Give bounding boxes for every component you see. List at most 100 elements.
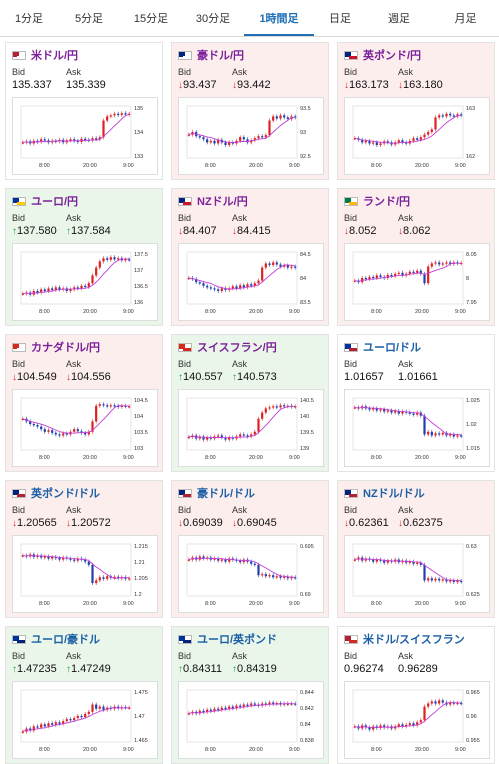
candle xyxy=(239,705,242,707)
mini-chart[interactable]: 104.5 104 103.5 103 8:00 20:00 9:00 xyxy=(12,389,158,467)
pair-name[interactable]: カナダドル/円 xyxy=(12,340,100,354)
candle xyxy=(394,726,397,729)
bid-value: 135.337 xyxy=(12,79,52,91)
rate-card[interactable]: NZドル/ドル Bid Ask ↓0.62361 ↓0.62375 0.63 0.625 8:… xyxy=(337,480,495,618)
pair-name[interactable]: スイスフラン/円 xyxy=(178,340,277,354)
candle xyxy=(62,433,65,436)
arrow-up-icon: ↑ xyxy=(66,226,71,237)
pair-name[interactable]: 豪ドル/円 xyxy=(178,48,244,62)
candle xyxy=(51,288,54,290)
candle xyxy=(372,726,375,730)
rate-card[interactable]: 英ポンド/ドル Bid Ask ↓1.20565 ↓1.20572 1.215 1.21 1.… xyxy=(5,480,163,618)
candle xyxy=(250,140,253,143)
candle xyxy=(261,574,264,576)
bid-label: Bid xyxy=(344,651,358,661)
candle xyxy=(87,561,90,565)
arrow-up-icon: ↑ xyxy=(178,372,183,383)
candle xyxy=(128,578,131,580)
pair-name[interactable]: 米ドル/スイスフラン xyxy=(344,632,465,646)
pair-name[interactable]: ユーロ/ドル xyxy=(344,340,421,354)
ask-value: ↑140.573 xyxy=(232,371,277,383)
candle xyxy=(209,709,212,711)
mini-chart[interactable]: 8.05 8 7.95 8:00 20:00 9:00 xyxy=(344,243,490,321)
pair-name[interactable]: NZドル/円 xyxy=(178,194,248,208)
rate-card[interactable]: 米ドル/スイスフラン Bid Ask 0.96274 0.96289 0.965 0.96 0… xyxy=(337,626,495,764)
pair-name[interactable]: 豪ドル/ドル xyxy=(178,486,255,500)
tab-6[interactable]: 週足 xyxy=(388,13,410,25)
candle xyxy=(58,722,61,724)
rate-card[interactable]: スイスフラン/円 Bid Ask ↑140.557 ↑140.573 140.5 140 13… xyxy=(171,334,329,472)
mini-chart[interactable]: 1.215 1.21 1.205 1.2 8:00 20:00 9:00 xyxy=(12,535,158,613)
pair-name[interactable]: ランド/円 xyxy=(344,194,410,208)
candle xyxy=(120,113,123,115)
rate-card[interactable]: ユーロ/英ポンド Bid Ask ↑0.84311 ↑0.84319 0.844 0.842… xyxy=(171,626,329,764)
mini-chart[interactable]: 135 134 133 8:00 20:00 9:00 xyxy=(12,97,158,175)
candle xyxy=(427,578,430,581)
mini-chart[interactable]: 163 162 8:00 20:00 9:00 xyxy=(344,97,490,175)
mini-chart[interactable]: 140.5 140 139.5 139 8:00 20:00 9:00 xyxy=(178,389,324,467)
rate-card[interactable]: カナダドル/円 Bid Ask ↓104.549 ↓104.556 104.5 104 103… xyxy=(5,334,163,472)
mini-chart[interactable]: 137.5 137 136.5 136 8:00 20:00 9:00 xyxy=(12,243,158,321)
pair-name[interactable]: NZドル/ドル xyxy=(344,486,425,500)
x-tick-label: 20:00 xyxy=(83,309,97,315)
candle xyxy=(283,576,286,578)
mini-chart[interactable]: 0.63 0.625 8:00 20:00 9:00 xyxy=(344,535,490,613)
arrow-down-icon: ↓ xyxy=(12,372,17,383)
candle xyxy=(187,713,190,715)
rate-card[interactable]: 英ポンド/円 Bid Ask ↓163.173 ↓163.180 163 162 8:00 20… xyxy=(337,42,495,180)
pair-name[interactable]: ユーロ/円 xyxy=(12,194,78,208)
mini-chart[interactable]: 93.5 93 92.5 8:00 20:00 9:00 xyxy=(178,97,324,175)
candle xyxy=(430,578,433,581)
candle xyxy=(206,285,209,288)
candle xyxy=(430,129,433,132)
candle xyxy=(372,142,375,144)
rate-card[interactable]: ユーロ/豪ドル Bid Ask ↑1.47235 ↑1.47249 1.475 1.47 1.… xyxy=(5,626,163,764)
candle xyxy=(353,407,356,409)
mini-chart[interactable]: 0.695 0.69 8:00 20:00 9:00 xyxy=(178,535,324,613)
candle xyxy=(441,432,444,435)
rate-card[interactable]: ユーロ/円 Bid Ask ↑137.580 ↑137.584 137.5 137 136.5… xyxy=(5,188,163,326)
rate-card[interactable]: ユーロ/ドル Bid Ask 1.01657 1.01661 1.025 1.02 1.015… xyxy=(337,334,495,472)
rate-card[interactable]: 米ドル/円 Bid Ask 135.337 135.339 135 134 133 8:00 20… xyxy=(5,42,163,180)
candle xyxy=(109,115,112,117)
candle xyxy=(228,437,231,440)
mini-chart[interactable]: 0.844 0.842 0.84 0.838 8:00 20:00 9:00 xyxy=(178,681,324,759)
rate-card[interactable]: 豪ドル/ドル Bid Ask ↓0.69039 ↓0.69045 0.695 0.69 8:0… xyxy=(171,480,329,618)
candle xyxy=(272,702,275,705)
tab-7[interactable]: 月足 xyxy=(454,13,477,25)
tab-5[interactable]: 日足 xyxy=(329,13,351,25)
x-tick-label: 8:00 xyxy=(39,163,50,169)
candle xyxy=(456,435,459,437)
x-tick-label: 20:00 xyxy=(415,309,429,315)
candle xyxy=(441,115,444,117)
candle xyxy=(213,708,216,711)
ask-value: 1.01661 xyxy=(398,371,438,383)
pair-name[interactable]: 米ドル/円 xyxy=(12,48,78,62)
rate-card[interactable]: 豪ドル/円 Bid Ask ↓93.437 ↓93.442 93.5 93 92.5 8:00 2… xyxy=(171,42,329,180)
rate-card[interactable]: NZドル/円 Bid Ask ↓84.407 ↓84.415 84.5 84 83.5 8:00… xyxy=(171,188,329,326)
candle xyxy=(220,707,223,710)
x-tick-label: 8:00 xyxy=(205,163,216,169)
x-tick-label: 8:00 xyxy=(371,601,382,607)
flag-icon xyxy=(344,488,358,498)
tab-0[interactable]: 1分足 xyxy=(14,13,44,25)
tab-1[interactable]: 5分足 xyxy=(74,13,104,25)
mini-chart[interactable]: 84.5 84 83.5 8:00 20:00 9:00 xyxy=(178,243,324,321)
plot-frame xyxy=(186,689,298,743)
pair-name[interactable]: ユーロ/豪ドル xyxy=(12,632,100,646)
mini-chart[interactable]: 1.475 1.47 1.465 8:00 20:00 9:00 xyxy=(12,681,158,759)
bid-label: Bid xyxy=(12,67,26,77)
candle xyxy=(202,556,205,559)
pair-name[interactable]: 英ポンド/ドル xyxy=(12,486,100,500)
mini-chart[interactable]: 0.965 0.96 0.955 8:00 20:00 9:00 xyxy=(344,681,490,759)
pair-name[interactable]: 英ポンド/円 xyxy=(344,48,421,62)
tab-4[interactable]: 1時間足 xyxy=(244,0,314,36)
pair-name[interactable]: ユーロ/英ポンド xyxy=(178,632,277,646)
candle xyxy=(372,276,375,279)
tab-3[interactable]: 30分足 xyxy=(195,13,231,25)
candle xyxy=(460,435,463,437)
rate-card[interactable]: ランド/円 Bid Ask ↓8.052 ↓8.062 8.05 8 7.95 8:00 20:0… xyxy=(337,188,495,326)
mini-chart[interactable]: 1.025 1.02 1.015 8:00 20:00 9:00 xyxy=(344,389,490,467)
tab-2[interactable]: 15分足 xyxy=(133,13,169,25)
moving-average-line xyxy=(354,558,462,582)
